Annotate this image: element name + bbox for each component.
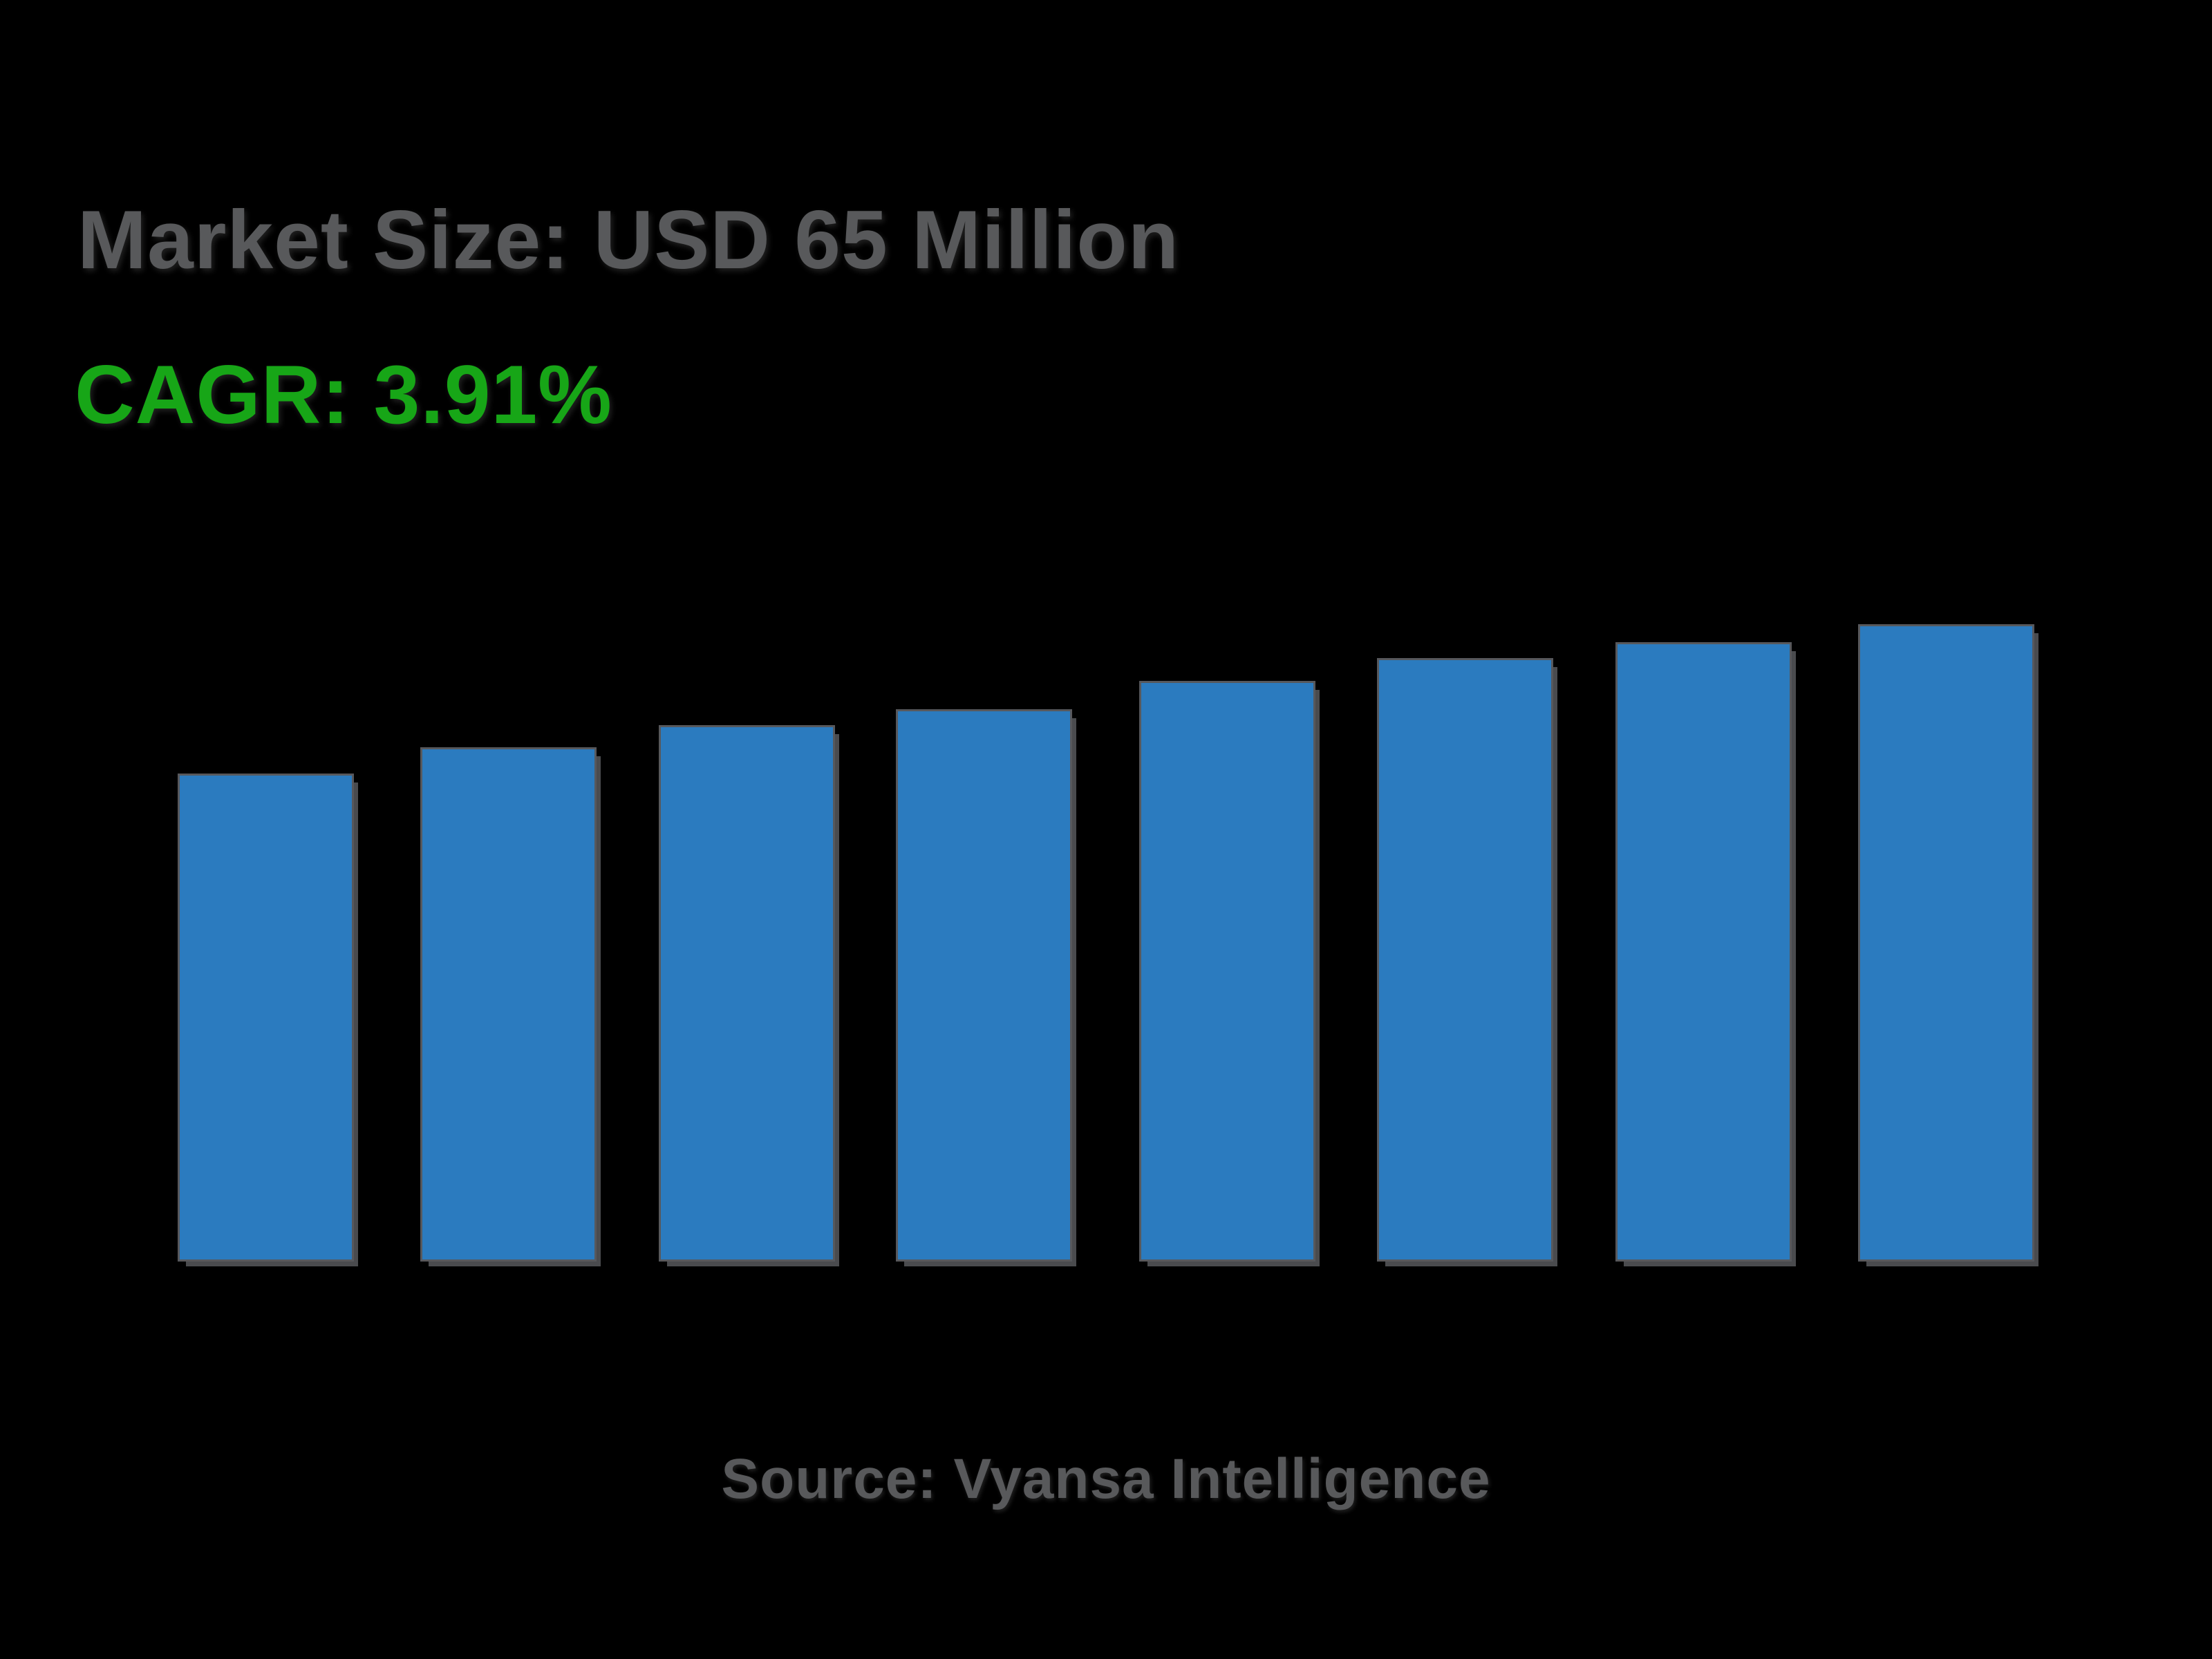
- bar-column-7: [1615, 642, 1792, 1262]
- bar-column-2: [420, 747, 597, 1262]
- chart-title: Market Size: USD 65 Million: [77, 194, 1180, 286]
- bar-column-1: [178, 774, 354, 1262]
- bar-column-5: [1139, 681, 1315, 1262]
- bar-column-3: [659, 725, 835, 1262]
- bar-column-6: [1377, 658, 1553, 1262]
- cagr-label: CAGR: 3.91%: [75, 348, 612, 441]
- bar-column-4: [896, 709, 1072, 1262]
- bar-column-8: [1858, 624, 2034, 1262]
- source-caption: Source: Vyansa Intelligence: [721, 1447, 1491, 1510]
